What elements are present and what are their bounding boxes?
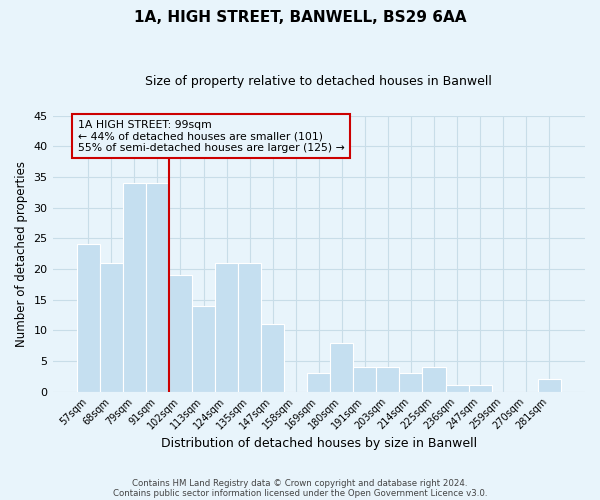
Bar [192,306,215,392]
Title: Size of property relative to detached houses in Banwell: Size of property relative to detached ho… [145,75,492,88]
Text: 1A, HIGH STREET, BANWELL, BS29 6AA: 1A, HIGH STREET, BANWELL, BS29 6AA [134,10,466,25]
Bar [400,373,422,392]
Bar [330,342,353,392]
Bar [446,386,469,392]
Bar [146,183,169,392]
Bar [100,263,123,392]
Bar [77,244,100,392]
Text: Contains HM Land Registry data © Crown copyright and database right 2024.: Contains HM Land Registry data © Crown c… [132,478,468,488]
Bar [261,324,284,392]
Bar [215,263,238,392]
Bar [123,183,146,392]
Text: 1A HIGH STREET: 99sqm
← 44% of detached houses are smaller (101)
55% of semi-det: 1A HIGH STREET: 99sqm ← 44% of detached … [78,120,344,153]
X-axis label: Distribution of detached houses by size in Banwell: Distribution of detached houses by size … [161,437,477,450]
Bar [238,263,261,392]
Y-axis label: Number of detached properties: Number of detached properties [15,160,28,346]
Text: Contains public sector information licensed under the Open Government Licence v3: Contains public sector information licen… [113,488,487,498]
Bar [376,367,400,392]
Bar [422,367,446,392]
Bar [307,373,330,392]
Bar [469,386,491,392]
Bar [169,275,192,392]
Bar [538,380,561,392]
Bar [353,367,376,392]
